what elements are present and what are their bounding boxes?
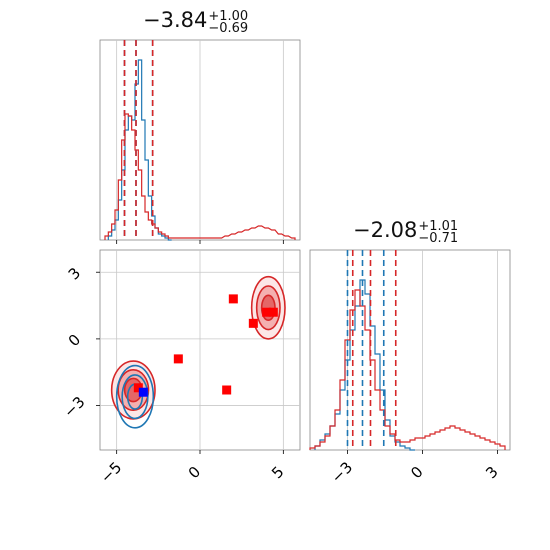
- y-tick-label-1: 0: [65, 331, 84, 350]
- title-lower: −0.71: [418, 230, 459, 246]
- title-upper: +1.01: [418, 218, 459, 234]
- bottom-right-panel-title: −2.08 +1.01 −0.71: [353, 218, 458, 245]
- red-marker-3: [248, 318, 258, 328]
- red-marker-0: [228, 294, 238, 304]
- y-tick-label-0: 3: [65, 264, 84, 283]
- histogram-series-1: [104, 113, 296, 240]
- red-marker-4: [262, 307, 272, 317]
- title-lower: −0.69: [208, 20, 249, 36]
- histogram-panel-top: [99, 39, 301, 244]
- x-tick-label-2: 3: [482, 463, 501, 482]
- x-tick-label-0: −3: [328, 458, 356, 486]
- title-upper: +1.00: [208, 8, 249, 24]
- histogram-series-0: [107, 59, 172, 241]
- red-marker-6: [133, 383, 143, 393]
- x-tick-label-1: 0: [185, 463, 204, 482]
- title-errors: +1.01 −0.71: [418, 218, 459, 246]
- x-tick-label-0: −5: [97, 458, 125, 486]
- histogram-panel-bottom-right: −3 0 3: [309, 249, 511, 487]
- red-marker-5: [268, 307, 278, 317]
- title-errors: +1.00 −0.69: [208, 8, 249, 36]
- title-value: −2.08: [353, 218, 418, 242]
- red-marker-1: [173, 354, 183, 364]
- top-panel-title: −3.84 +1.00 −0.69: [143, 8, 248, 35]
- x-tick-label-2: 5: [268, 463, 287, 482]
- blue-contour-0-0: [115, 364, 155, 429]
- blue-marker-0: [138, 387, 148, 397]
- histogram-series-1: [309, 289, 506, 450]
- red-marker-2: [222, 385, 232, 395]
- y-tick-label-2: −3: [60, 393, 88, 421]
- title-value: −3.84: [143, 8, 208, 32]
- scatter-panel-bottom-left: −5 0 5 3 0 −3: [60, 249, 301, 487]
- x-tick-label-1: 0: [407, 463, 426, 482]
- panel-frame: [309, 249, 511, 451]
